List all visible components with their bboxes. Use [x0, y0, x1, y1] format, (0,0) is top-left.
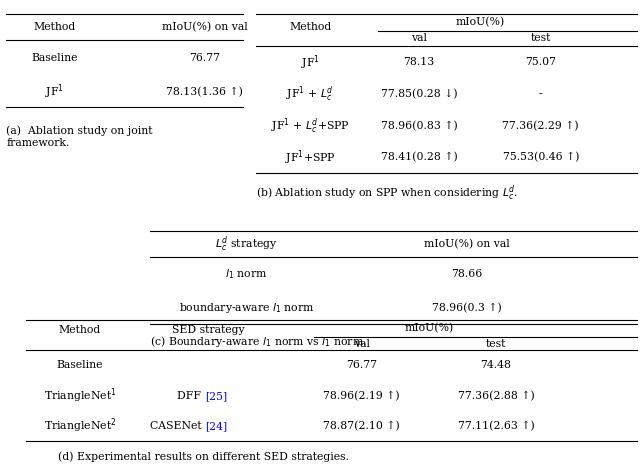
Text: 77.85(0.28 ↓): 77.85(0.28 ↓) — [381, 89, 458, 99]
Text: Method: Method — [59, 325, 101, 335]
Text: 77.11(2.63 ↑): 77.11(2.63 ↑) — [458, 421, 534, 432]
Text: 77.36(2.29 ↑): 77.36(2.29 ↑) — [502, 120, 579, 131]
Text: JF$^1$ + $L_c^d$+SPP: JF$^1$ + $L_c^d$+SPP — [271, 116, 350, 135]
Text: (d) Experimental results on different SED strategies.: (d) Experimental results on different SE… — [58, 452, 349, 462]
Text: JF$^1$ + $L_c^d$: JF$^1$ + $L_c^d$ — [287, 84, 334, 104]
Text: $l_1$ norm: $l_1$ norm — [225, 268, 268, 281]
Text: (a)  Ablation study on joint
framework.: (a) Ablation study on joint framework. — [6, 126, 153, 148]
Text: 78.87(2.10 ↑): 78.87(2.10 ↑) — [323, 421, 400, 432]
Text: mIoU(%): mIoU(%) — [404, 323, 453, 333]
Text: test: test — [531, 33, 551, 43]
Text: mIoU(%) on val: mIoU(%) on val — [424, 239, 510, 249]
Text: Method: Method — [33, 21, 76, 32]
Text: Baseline: Baseline — [57, 361, 103, 370]
Text: [25]: [25] — [205, 391, 227, 401]
Text: [24]: [24] — [205, 421, 227, 431]
Text: 78.13: 78.13 — [404, 57, 435, 67]
Text: 75.07: 75.07 — [525, 57, 556, 67]
Text: CASENet: CASENet — [150, 421, 205, 431]
Text: test: test — [486, 339, 506, 349]
Text: TriangleNet$^2$: TriangleNet$^2$ — [44, 417, 116, 435]
Text: JF$^1$: JF$^1$ — [45, 83, 64, 101]
Text: 78.66: 78.66 — [452, 269, 483, 279]
Text: 78.96(0.3 ↑): 78.96(0.3 ↑) — [433, 303, 502, 313]
Text: Baseline: Baseline — [31, 53, 77, 63]
Text: TriangleNet$^1$: TriangleNet$^1$ — [44, 387, 116, 405]
Text: boundary-aware $l_1$ norm: boundary-aware $l_1$ norm — [179, 301, 314, 315]
Text: mIoU(%): mIoU(%) — [456, 17, 504, 28]
Text: 78.41(0.28 ↑): 78.41(0.28 ↑) — [381, 152, 458, 163]
Text: $L_c^d$ strategy: $L_c^d$ strategy — [215, 234, 278, 254]
Text: (b) Ablation study on SPP when considering $L_c^d$.: (b) Ablation study on SPP when consideri… — [256, 183, 518, 203]
Text: 78.96(2.19 ↑): 78.96(2.19 ↑) — [323, 390, 400, 401]
Text: -: - — [539, 89, 543, 99]
Text: (c) Boundary-aware $l_1$ norm vs $l_1$ norm.: (c) Boundary-aware $l_1$ norm vs $l_1$ n… — [150, 334, 367, 349]
Text: JF$^1$+SPP: JF$^1$+SPP — [285, 148, 336, 167]
Text: val: val — [353, 339, 370, 349]
Text: DFF: DFF — [177, 391, 205, 401]
Text: val: val — [412, 33, 428, 43]
Text: SED strategy: SED strategy — [172, 325, 244, 335]
Text: 75.53(0.46 ↑): 75.53(0.46 ↑) — [502, 152, 579, 163]
Text: 76.77: 76.77 — [346, 361, 377, 370]
Text: 74.48: 74.48 — [481, 361, 511, 370]
Text: 78.13(1.36 ↑): 78.13(1.36 ↑) — [166, 87, 243, 97]
Text: Method: Method — [289, 21, 332, 32]
Text: mIoU(%) on val: mIoU(%) on val — [162, 21, 248, 32]
Text: JF$^1$: JF$^1$ — [301, 53, 320, 71]
Text: 76.77: 76.77 — [189, 53, 220, 63]
Text: 78.96(0.83 ↑): 78.96(0.83 ↑) — [381, 120, 458, 131]
Text: 77.36(2.88 ↑): 77.36(2.88 ↑) — [458, 390, 534, 401]
